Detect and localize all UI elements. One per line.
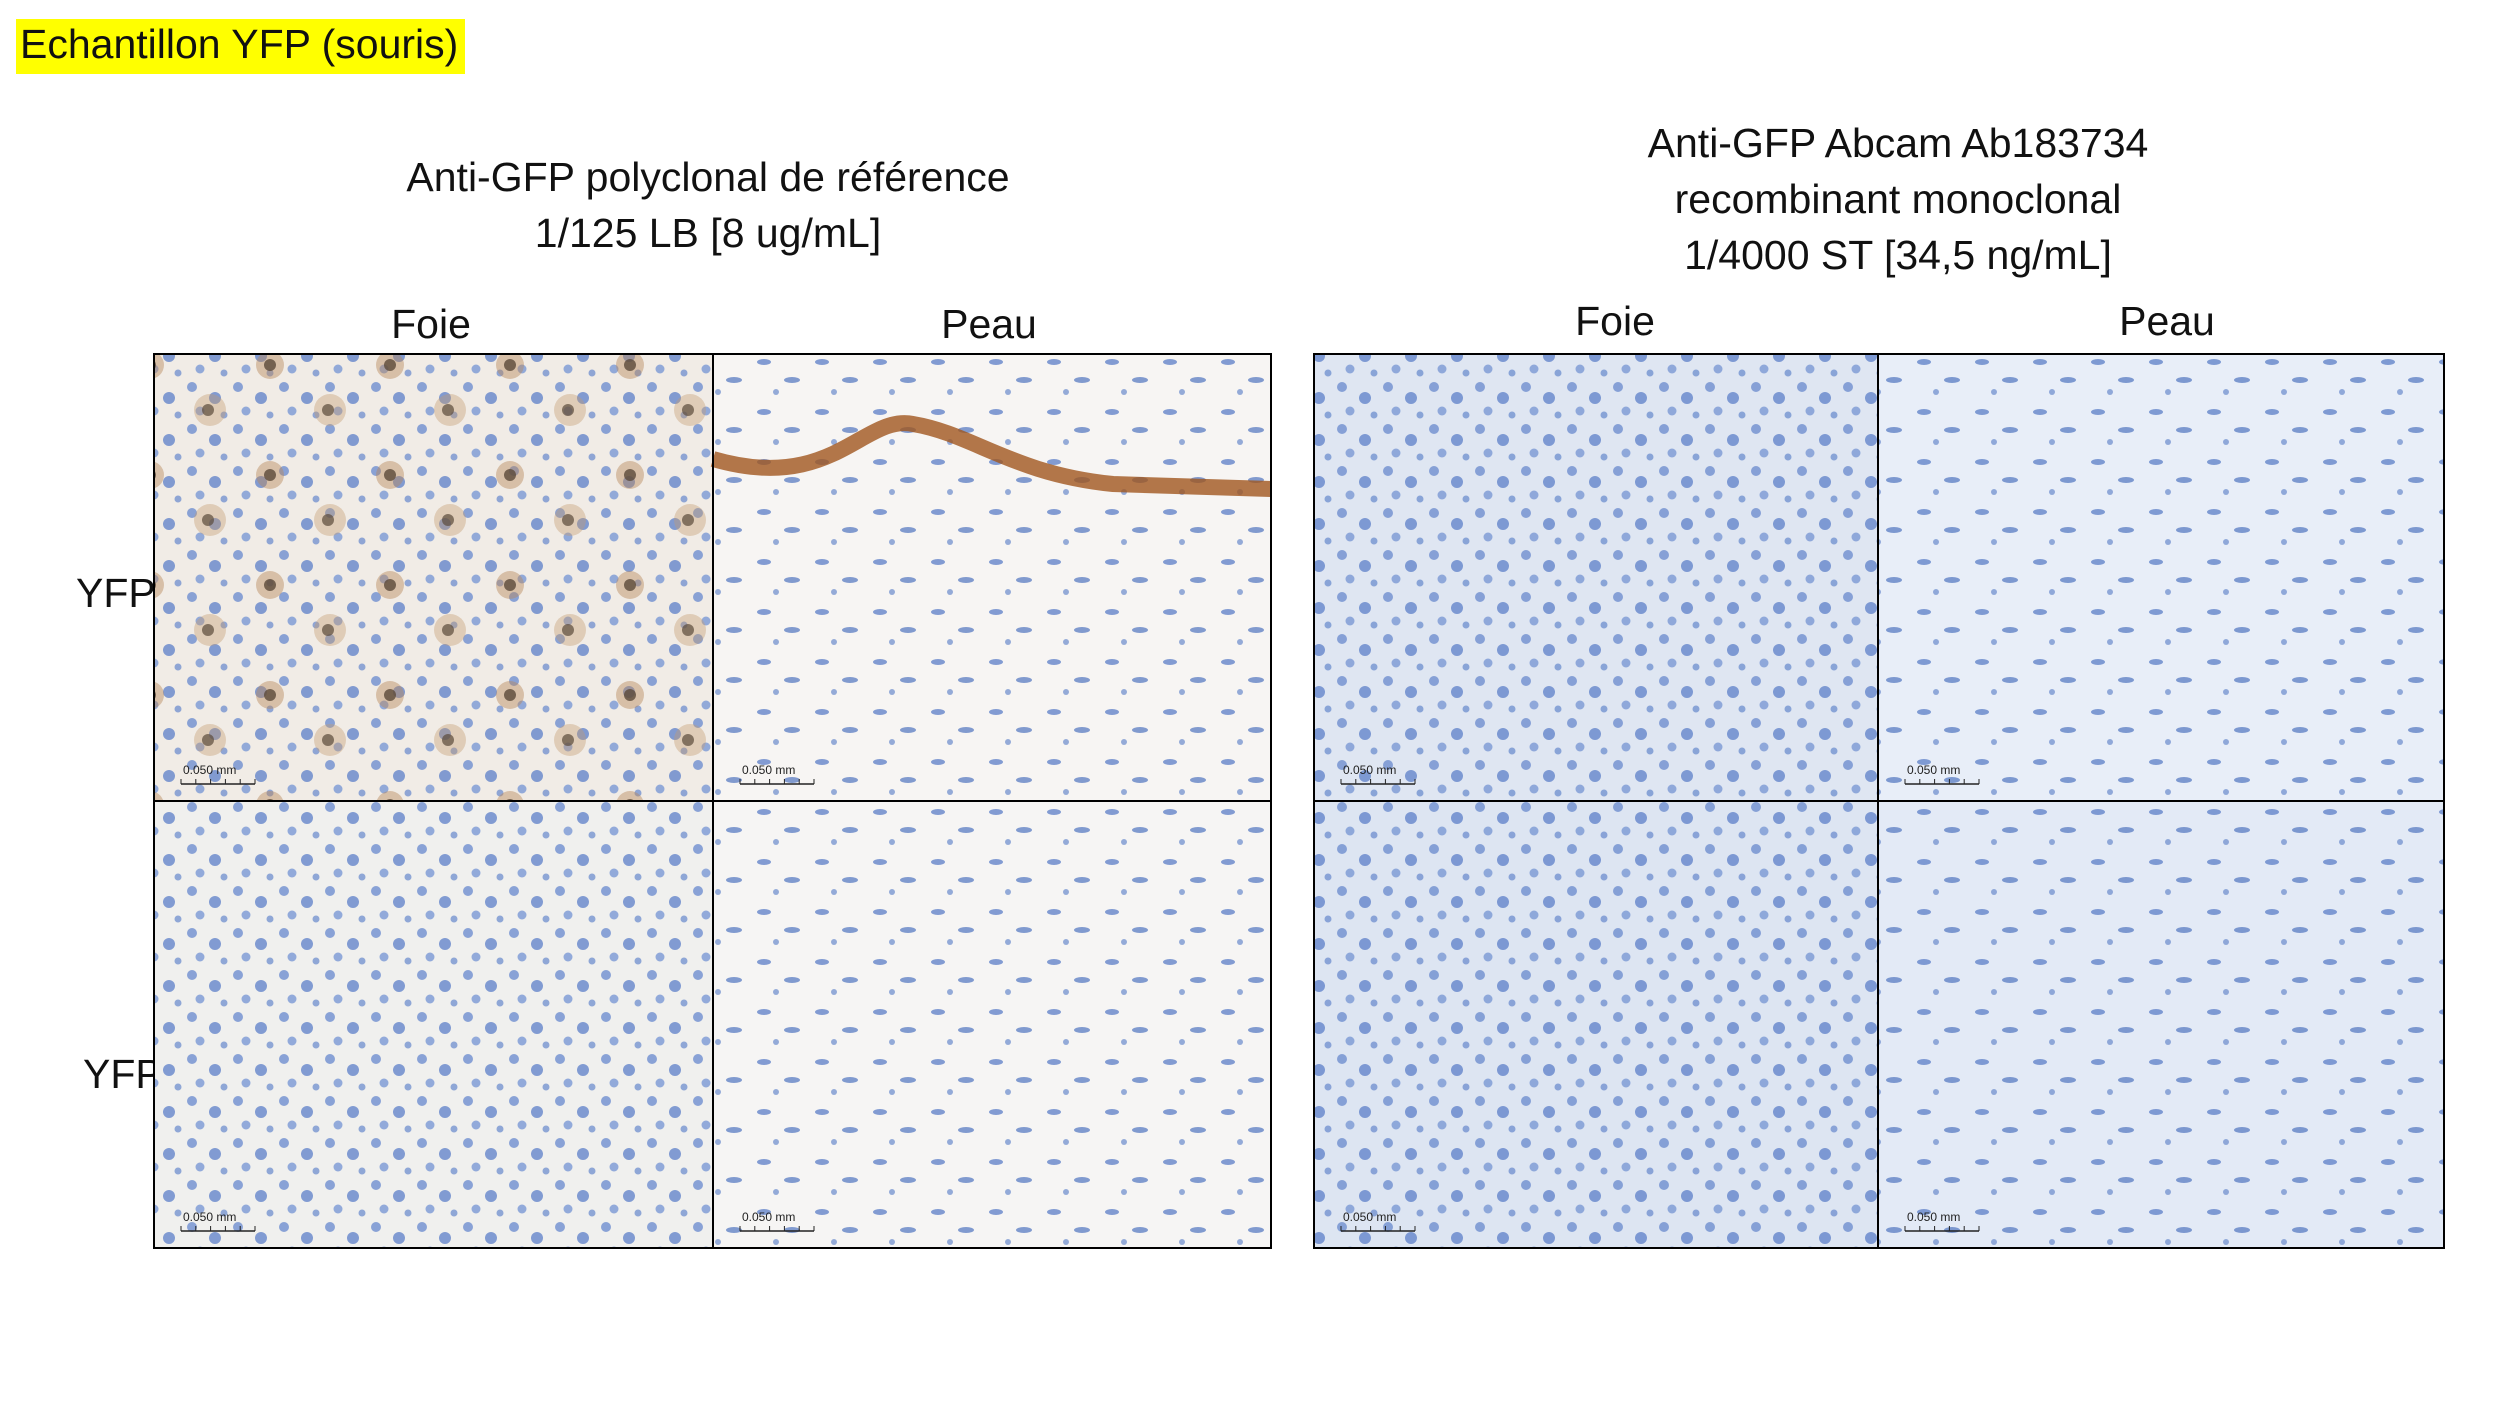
micrograph-cells <box>154 801 713 1248</box>
scale-bar-label: 0.050 mm <box>742 1210 795 1224</box>
scale-bar-label: 0.050 mm <box>183 763 236 777</box>
scale-bar-label: 0.050 mm <box>1907 763 1960 777</box>
column-label: Peau <box>941 301 1037 347</box>
micrograph-cells <box>713 801 1271 1248</box>
column-label: Foie <box>391 301 471 347</box>
scale-bar-label: 0.050 mm <box>1907 1210 1960 1224</box>
scale-bar-label: 0.050 mm <box>1343 1210 1396 1224</box>
slide-title: Echantillon YFP (souris) <box>20 21 458 67</box>
epidermis-stain <box>710 415 1272 497</box>
panel-title: Anti-GFP polyclonal de référence <box>406 154 1009 200</box>
micrograph-cells <box>1314 801 1878 1248</box>
panel-title: 1/4000 ST [34,5 ng/mL] <box>1684 232 2112 278</box>
panel-title: Anti-GFP Abcam Ab183734 <box>1648 120 2149 166</box>
micrograph-cells <box>1314 354 1878 801</box>
title-highlight <box>16 19 465 74</box>
panel-title: 1/125 LB [8 ug/mL] <box>535 210 881 256</box>
micrograph-cells <box>1878 354 2444 801</box>
micrograph-cells <box>713 354 1271 801</box>
column-label: Peau <box>2119 298 2215 344</box>
micrograph-stain <box>154 354 713 801</box>
scale-bar-label: 0.050 mm <box>1343 763 1396 777</box>
column-label: Foie <box>1575 298 1655 344</box>
scale-bar-label: 0.050 mm <box>183 1210 236 1224</box>
panel-title: recombinant monoclonal <box>1675 176 2122 222</box>
scale-bar-label: 0.050 mm <box>742 763 795 777</box>
micrograph-cells <box>1878 801 2444 1248</box>
